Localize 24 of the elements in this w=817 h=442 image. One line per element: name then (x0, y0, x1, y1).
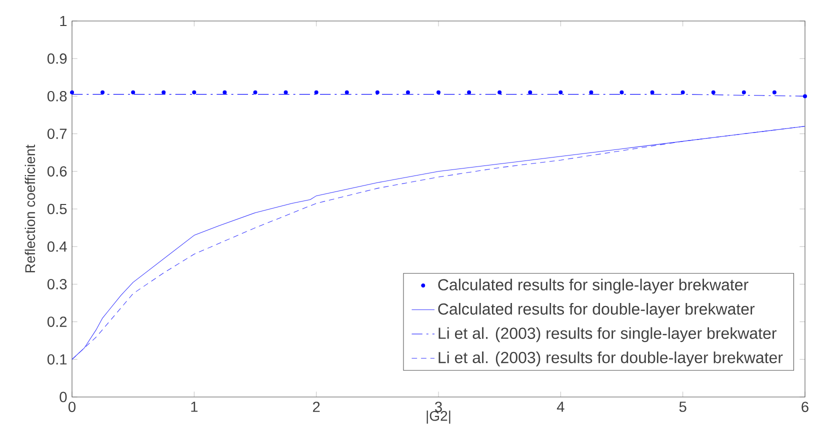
legend-label: Li et al. (2003) results for single-layer brekwater (438, 327, 776, 342)
x-tick-label: 6 (802, 402, 808, 412)
y-axis-title: Reflection coefficient (24, 144, 36, 272)
y-tick-label: 0.7 (47, 128, 67, 139)
legend-label: Calculated results for double-layer brekwater (438, 302, 755, 318)
x-tick-label: 4 (556, 402, 564, 412)
y-tick-label: 0.2 (47, 316, 67, 327)
x-tick-label: 1 (191, 402, 198, 412)
y-tick-label: 1 (60, 16, 67, 26)
x-axis-title: |G2| (426, 410, 450, 424)
y-tick-label: 0.3 (47, 279, 67, 290)
legend-label: Li et al. (2003) results for double-layer brekwater (438, 351, 783, 366)
legend-label: Calculated results for single-layer brekwater (438, 278, 748, 294)
x-tick-label: 0 (68, 402, 76, 412)
y-tick-label: 0.8 (47, 91, 67, 102)
x-tick-label: 3 (434, 402, 442, 412)
y-tick-label: 0.9 (47, 53, 67, 64)
y-tick-label: 0.6 (47, 166, 67, 177)
x-tick-label: 2 (312, 402, 320, 412)
y-tick-label: 0.5 (47, 204, 67, 214)
y-tick-label: 0.4 (47, 241, 67, 252)
y-tick-label: 0.1 (47, 354, 67, 365)
y-tick-label: 0 (60, 392, 67, 402)
x-tick-label: 5 (679, 402, 686, 412)
